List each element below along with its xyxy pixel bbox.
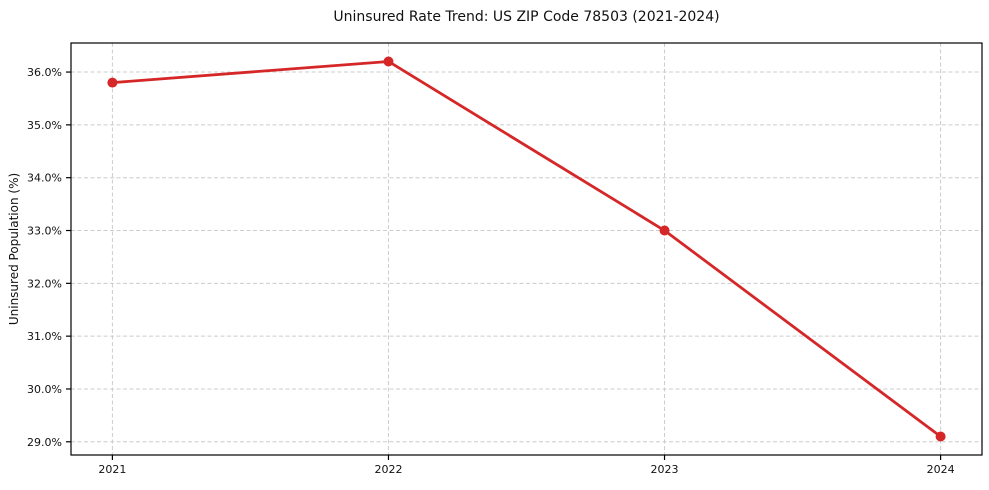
x-tick-label: 2023 (651, 463, 679, 476)
data-point-marker (383, 56, 394, 67)
y-tick-label: 29.0% (27, 436, 62, 449)
x-tick-label: 2024 (927, 463, 955, 476)
y-tick-label: 34.0% (27, 172, 62, 185)
y-tick-label: 30.0% (27, 383, 62, 396)
chart-title: Uninsured Rate Trend: US ZIP Code 78503 … (333, 9, 720, 25)
x-tick-label: 2021 (98, 463, 126, 476)
data-point-marker (659, 225, 670, 236)
y-tick-label: 32.0% (27, 277, 62, 290)
trend-line (111, 60, 942, 438)
y-tick-label: 33.0% (27, 225, 62, 238)
data-point-marker (107, 77, 118, 88)
data-point-marker (935, 431, 946, 442)
x-tick-label: 2022 (374, 463, 402, 476)
y-tick-label: 35.0% (27, 119, 62, 132)
plot-border (70, 42, 983, 456)
y-tick-label: 31.0% (27, 330, 62, 343)
y-tick-label: 36.0% (27, 66, 62, 79)
